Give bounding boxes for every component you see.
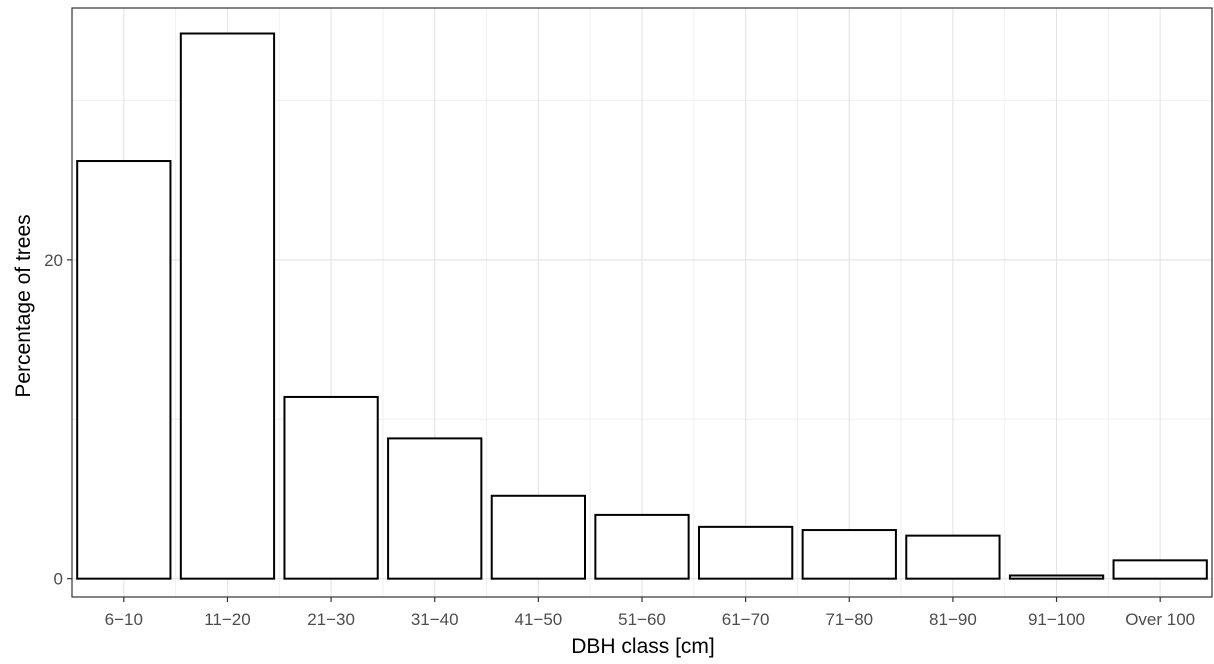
bar-51-60	[594, 513, 690, 580]
bar-71-80	[801, 529, 897, 580]
y-tick-label: 20	[44, 251, 63, 270]
x-tick-label: 21−30	[307, 610, 355, 629]
bar-91-100	[1008, 574, 1105, 580]
x-tick-label: 6−10	[105, 610, 143, 629]
bars	[76, 32, 1208, 580]
x-tick-label: 61−70	[722, 610, 770, 629]
x-axis: 6−10 11−20 21−30 31−40 41−50 51−60 61−70 71−80 8…	[105, 597, 1195, 629]
x-tick-label: 11−20	[204, 610, 250, 629]
bar-41-50	[490, 494, 586, 580]
x-tick-label: 31−40	[411, 610, 459, 629]
y-tick-label: 0	[54, 570, 63, 589]
x-tick-label: Over 100	[1125, 610, 1195, 629]
y-axis-title: Percentage of trees	[12, 214, 35, 397]
x-tick-label: 81−90	[929, 610, 977, 629]
x-tick-label: 71−80	[825, 610, 873, 629]
x-axis-title: DBH class [cm]	[571, 635, 715, 658]
bar-6-10	[76, 160, 172, 580]
bar-31-40	[387, 437, 483, 580]
bar-61-70	[698, 525, 794, 580]
x-tick-label: 91−100	[1028, 610, 1085, 629]
bar-81-90	[905, 534, 1001, 580]
x-tick-label: 41−50	[514, 610, 562, 629]
x-tick-label: 51−60	[618, 610, 666, 629]
bar-11-20	[179, 32, 276, 580]
y-axis: 0 20	[44, 251, 72, 589]
bar-over-100	[1112, 559, 1208, 580]
bar-21-30	[283, 395, 379, 580]
